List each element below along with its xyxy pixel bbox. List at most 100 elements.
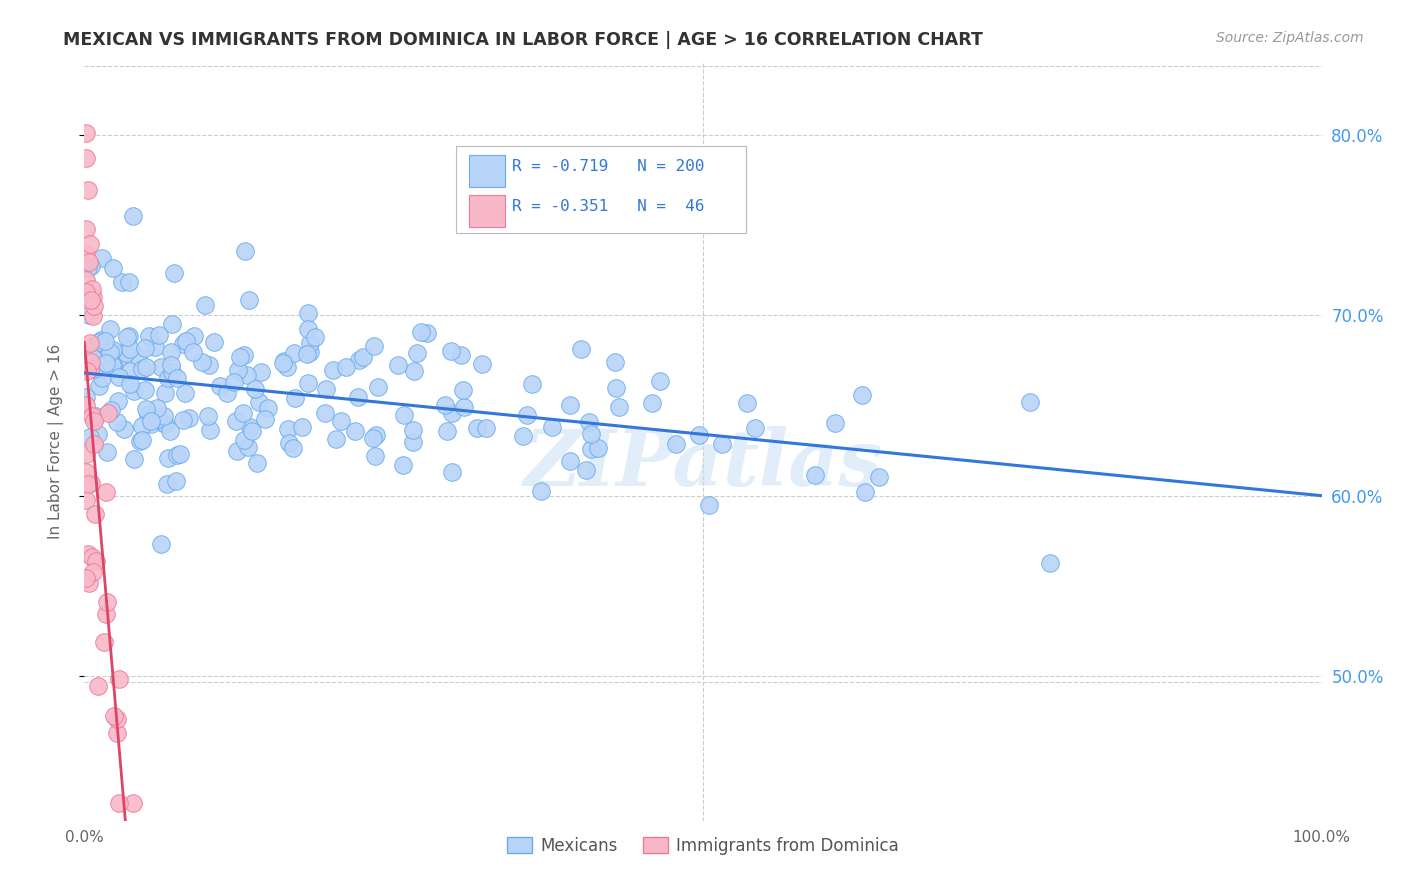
Point: [471, 357, 494, 371]
Point: [579, 442, 602, 456]
Point: [346, 390, 368, 404]
Point: [101, 343, 124, 358]
Point: [297, 322, 319, 336]
Point: [160, 365, 183, 379]
Point: [249, 365, 271, 379]
Point: [148, 327, 170, 342]
Text: Source: ZipAtlas.com: Source: ZipAtlas.com: [1216, 31, 1364, 45]
Point: [202, 335, 225, 350]
Point: [276, 359, 298, 374]
Point: [96, 444, 118, 458]
Point: [105, 415, 128, 429]
Point: [131, 361, 153, 376]
Point: [284, 391, 307, 405]
Point: [744, 420, 766, 434]
Point: [314, 406, 336, 420]
Point: [364, 428, 387, 442]
Point: [163, 267, 186, 281]
Point: [560, 454, 582, 468]
Point: [134, 341, 156, 355]
Point: [77, 576, 100, 591]
Point: [540, 419, 562, 434]
Point: [135, 401, 157, 416]
Point: [155, 417, 177, 431]
Point: [172, 412, 194, 426]
Point: [82, 290, 104, 304]
Point: [735, 395, 758, 409]
Point: [239, 420, 262, 434]
Point: [138, 329, 160, 343]
Point: [530, 483, 553, 498]
Text: R = -0.719   N = 200: R = -0.719 N = 200: [512, 159, 704, 174]
Point: [257, 401, 280, 415]
Point: [441, 406, 464, 420]
Point: [79, 355, 101, 369]
Point: [75, 285, 97, 299]
Point: [84, 410, 107, 425]
Point: [392, 408, 415, 422]
Point: [232, 348, 254, 362]
Point: [229, 350, 252, 364]
FancyBboxPatch shape: [470, 195, 505, 227]
Point: [361, 431, 384, 445]
Point: [159, 424, 181, 438]
Point: [111, 276, 134, 290]
Point: [191, 355, 214, 369]
Point: [641, 396, 664, 410]
Point: [236, 368, 259, 382]
Text: R = -0.351   N =  46: R = -0.351 N = 46: [512, 199, 704, 214]
Point: [335, 360, 357, 375]
Point: [156, 476, 179, 491]
Point: [76, 477, 98, 491]
Point: [225, 414, 247, 428]
Point: [467, 421, 489, 435]
Point: [108, 370, 131, 384]
Point: [108, 796, 131, 810]
Point: [83, 437, 105, 451]
Point: [82, 309, 104, 323]
Point: [77, 308, 100, 322]
Point: [149, 537, 172, 551]
Text: ZIPatlas: ZIPatlas: [523, 426, 883, 502]
Point: [79, 430, 101, 444]
Point: [111, 345, 134, 359]
Point: [297, 376, 319, 391]
Point: [79, 237, 101, 252]
Point: [605, 381, 627, 395]
Point: [222, 375, 245, 389]
Point: [75, 492, 97, 507]
Point: [176, 334, 198, 349]
Point: [240, 424, 263, 438]
Point: [86, 427, 108, 442]
Point: [215, 385, 238, 400]
Point: [83, 507, 105, 521]
Point: [103, 358, 125, 372]
Point: [84, 409, 107, 423]
Point: [304, 330, 326, 344]
Point: [94, 334, 117, 348]
Point: [75, 272, 97, 286]
Point: [569, 343, 592, 357]
Point: [80, 476, 103, 491]
Point: [363, 339, 385, 353]
Point: [90, 251, 112, 265]
Point: [804, 468, 827, 483]
Point: [87, 679, 110, 693]
Point: [80, 260, 103, 274]
Point: [157, 451, 180, 466]
Point: [297, 305, 319, 319]
Point: [75, 390, 97, 404]
Point: [139, 417, 162, 432]
Point: [402, 434, 425, 449]
Point: [105, 726, 128, 740]
Point: [156, 371, 179, 385]
Point: [83, 362, 105, 376]
Point: [273, 356, 295, 370]
Point: [122, 796, 145, 810]
Point: [169, 446, 191, 460]
Point: [91, 370, 114, 384]
Point: [194, 298, 217, 312]
Point: [273, 354, 295, 368]
Point: [143, 340, 166, 354]
Point: [868, 469, 890, 483]
